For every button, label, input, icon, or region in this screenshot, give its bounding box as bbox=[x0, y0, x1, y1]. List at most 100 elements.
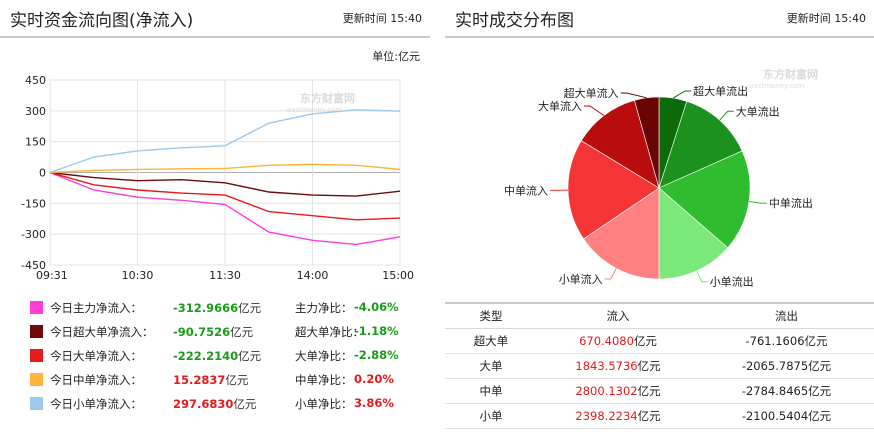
outflow-value: -2784.8465 bbox=[741, 384, 809, 398]
pie-label: 大单流入 bbox=[538, 99, 582, 113]
row-outflow: -2065.7875亿元 bbox=[699, 353, 874, 379]
series-line bbox=[49, 171, 401, 246]
unit: 亿元 bbox=[637, 409, 661, 423]
ratio-value: 0.20% bbox=[354, 372, 394, 386]
ratio-value: -1.18% bbox=[354, 324, 399, 338]
header-type: 类型 bbox=[445, 302, 537, 329]
legend-label: 今日中单净流入： bbox=[50, 373, 142, 387]
y-tick-label: -450 bbox=[21, 259, 46, 272]
outflow-value: -2100.5404 bbox=[741, 409, 809, 423]
x-tick-label: 15:00 bbox=[382, 269, 414, 282]
ratio-value: -2.88% bbox=[354, 348, 399, 362]
row-inflow: 1843.5736亿元 bbox=[537, 353, 699, 379]
table-row: 大单 1843.5736亿元 -2065.7875亿元 bbox=[445, 353, 874, 379]
inflow-value: 2800.1302 bbox=[575, 384, 638, 398]
fund-flow-title: 实时资金流向图(净流入) bbox=[10, 11, 194, 31]
ratio-label: 主力净比： bbox=[295, 301, 353, 315]
trade-distribution-title: 实时成交分布图 bbox=[455, 11, 574, 31]
x-tick-label: 10:30 bbox=[122, 269, 154, 282]
update-time-value: 15:40 bbox=[390, 12, 422, 25]
chart-grid bbox=[49, 79, 401, 266]
pie-label-line bbox=[748, 200, 767, 204]
watermark: 东方财富网 eastmoney.com bbox=[749, 67, 818, 90]
pie-label: 小单流入 bbox=[559, 272, 603, 286]
pie-label: 中单流出 bbox=[769, 196, 813, 210]
legend-label: 今日超大单净流入： bbox=[50, 325, 154, 339]
legend-swatch bbox=[30, 373, 43, 386]
trade-distribution-table: 类型 流入 流出 超大单 670.4080亿元 -761.1606亿元 大单 1… bbox=[445, 302, 874, 429]
table-row: 超大单 670.4080亿元 -761.1606亿元 bbox=[445, 328, 874, 354]
series-line bbox=[49, 171, 401, 197]
legend-value: -222.2140亿元 bbox=[173, 349, 262, 363]
watermark: 东方财富网 eastmoney.com bbox=[287, 91, 355, 114]
ratio-label: 小单净比： bbox=[295, 397, 353, 411]
legend-label: 今日主力净流入： bbox=[50, 301, 142, 315]
ratio-label: 大单净比： bbox=[295, 349, 353, 363]
table-row: 中单 2800.1302亿元 -2784.8465亿元 bbox=[445, 378, 874, 404]
fund-flow-line-chart: 东方财富网 eastmoney.com 450 300 150 0 -150 -300 -4… bbox=[21, 74, 414, 282]
ratio-label: 超大单净比： bbox=[295, 325, 364, 339]
watermark-cn: 东方财富网 bbox=[763, 67, 818, 81]
row-type: 大单 bbox=[445, 353, 537, 379]
row-outflow: -761.1606亿元 bbox=[699, 328, 874, 354]
update-label: 更新时间 bbox=[786, 12, 831, 25]
ratio-value: -4.06% bbox=[354, 300, 399, 314]
pie-slice bbox=[634, 96, 660, 189]
row-type: 小单 bbox=[445, 403, 537, 429]
row-type: 中单 bbox=[445, 378, 537, 404]
x-tick-label: 14:00 bbox=[297, 269, 329, 282]
pie-slice bbox=[658, 100, 743, 189]
y-axis-ticks: 450 300 150 0 -150 -300 -450 bbox=[21, 74, 46, 272]
fund-flow-header: 实时资金流向图(净流入) 更新时间 15:40 bbox=[0, 0, 430, 38]
pie-slice bbox=[658, 187, 729, 280]
x-axis-ticks: 09:31 10:30 11:30 14:00 15:00 bbox=[36, 269, 414, 282]
legend-value: 15.2837亿元 bbox=[173, 373, 249, 387]
trade-distribution-update-time: 更新时间 15:40 bbox=[787, 10, 866, 26]
unit: 亿元 bbox=[637, 384, 661, 398]
trade-distribution-panel: 实时成交分布图 更新时间 15:40 东方财富网 eastmoney.com 超… bbox=[445, 0, 874, 436]
x-tick-label: 11:30 bbox=[209, 269, 241, 282]
x-tick-label: 09:31 bbox=[36, 269, 68, 282]
pie-label: 超大单流入 bbox=[564, 86, 619, 100]
update-label: 更新时间 bbox=[342, 12, 387, 25]
header-inflow: 流入 bbox=[537, 302, 699, 329]
legend-value: -90.7526亿元 bbox=[173, 325, 254, 339]
trade-distribution-header: 实时成交分布图 更新时间 15:40 bbox=[445, 0, 874, 38]
pie-slice bbox=[658, 150, 751, 249]
pie-label: 小单流出 bbox=[710, 275, 754, 289]
table-row: 小单 2398.2234亿元 -2100.5404亿元 bbox=[445, 403, 874, 429]
ratio-label: 中单净比： bbox=[295, 373, 353, 387]
y-tick-label: -300 bbox=[21, 228, 46, 241]
pie-slice bbox=[567, 140, 660, 240]
pie-label: 大单流出 bbox=[736, 104, 780, 118]
pie-label-line bbox=[719, 110, 734, 121]
ratio-value: 3.86% bbox=[354, 396, 394, 410]
unit: 亿元 bbox=[808, 409, 832, 423]
series-line bbox=[49, 109, 401, 174]
row-outflow: -2784.8465亿元 bbox=[699, 378, 874, 404]
fund-flow-panel: 实时资金流向图(净流入) 更新时间 15:40 单位:亿元 东方财富网 east… bbox=[0, 0, 430, 436]
unit-label: 单位:亿元 bbox=[372, 50, 420, 63]
fund-flow-update-time: 更新时间 15:40 bbox=[343, 10, 422, 26]
watermark-en: eastmoney.com bbox=[749, 82, 804, 90]
outflow-value: -761.1606 bbox=[745, 334, 805, 348]
unit: 亿元 bbox=[633, 334, 657, 348]
pie-slice bbox=[580, 100, 660, 189]
y-tick-label: 0 bbox=[39, 167, 46, 180]
series-line bbox=[49, 163, 401, 174]
row-inflow: 2800.1302亿元 bbox=[537, 378, 699, 404]
pie-label: 中单流入 bbox=[504, 183, 548, 197]
pie-label-line bbox=[604, 268, 617, 280]
series-line bbox=[49, 171, 401, 221]
unit: 亿元 bbox=[808, 384, 832, 398]
row-inflow: 2398.2234亿元 bbox=[537, 403, 699, 429]
pie-slices bbox=[567, 96, 751, 280]
pie-label-line bbox=[620, 92, 647, 99]
pie-label-line bbox=[584, 105, 605, 116]
update-time-value: 15:40 bbox=[834, 12, 866, 25]
legend-swatch bbox=[30, 397, 43, 410]
outflow-value: -2065.7875 bbox=[741, 359, 809, 373]
table-header-row: 类型 流入 流出 bbox=[445, 302, 874, 329]
